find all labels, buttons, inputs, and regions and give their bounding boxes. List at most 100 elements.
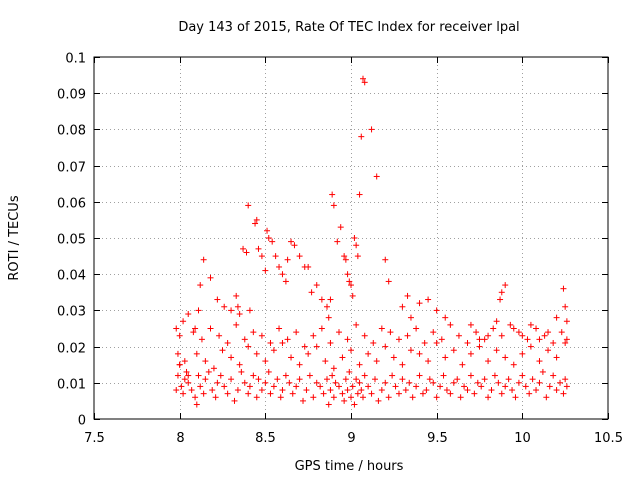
data-point — [407, 314, 414, 321]
data-point — [197, 383, 204, 390]
data-point — [200, 256, 207, 263]
data-point — [324, 376, 331, 383]
data-point — [464, 387, 471, 394]
data-point — [467, 372, 474, 379]
chart-title: Day 143 of 2015, Rate Of TEC Index for r… — [178, 20, 519, 35]
data-point — [413, 383, 420, 390]
data-point — [296, 361, 303, 368]
data-point — [219, 347, 226, 354]
data-point — [392, 383, 399, 390]
data-point — [265, 235, 272, 241]
y-tick-label: 0.02 — [57, 342, 86, 357]
data-point — [269, 238, 276, 245]
data-point — [389, 372, 396, 379]
data-point — [178, 383, 185, 390]
data-point — [358, 133, 365, 140]
data-point — [310, 332, 317, 339]
data-point — [284, 256, 291, 263]
data-point — [426, 376, 433, 383]
data-point — [216, 332, 223, 339]
data-point — [301, 343, 308, 350]
data-points — [173, 75, 570, 408]
data-point — [459, 361, 466, 368]
data-point — [481, 376, 488, 383]
data-point — [442, 314, 449, 321]
data-point — [433, 339, 440, 346]
data-point — [522, 383, 529, 390]
y-tick-label: 0.01 — [57, 378, 86, 393]
data-point — [419, 390, 426, 397]
data-point — [224, 339, 231, 346]
data-point — [493, 347, 500, 354]
data-point — [276, 325, 283, 332]
data-point — [202, 376, 209, 383]
data-point — [181, 376, 188, 383]
data-point — [327, 339, 334, 346]
data-point — [461, 383, 468, 390]
data-point — [313, 343, 320, 350]
data-point — [344, 336, 351, 343]
data-point — [258, 332, 265, 339]
data-point — [193, 350, 200, 357]
data-point — [413, 325, 420, 332]
data-point — [536, 358, 543, 365]
data-point — [336, 383, 343, 390]
data-point — [209, 387, 216, 394]
data-point — [228, 376, 235, 383]
data-point — [365, 350, 372, 357]
data-point — [399, 361, 406, 368]
data-point — [291, 242, 298, 249]
data-point — [507, 321, 514, 328]
data-point — [174, 350, 181, 357]
data-point — [212, 394, 219, 401]
data-point — [313, 282, 320, 289]
data-point — [488, 387, 495, 394]
data-point — [288, 238, 295, 245]
data-point — [361, 79, 368, 86]
data-point — [512, 394, 519, 401]
data-point — [473, 329, 480, 336]
data-point — [560, 390, 567, 397]
data-point — [543, 394, 550, 401]
data-point — [272, 253, 279, 260]
data-point — [529, 376, 536, 383]
data-point — [332, 379, 339, 386]
data-point — [265, 368, 272, 375]
data-point — [447, 390, 454, 397]
data-point — [558, 329, 565, 336]
data-point — [356, 361, 363, 368]
data-point — [409, 394, 416, 401]
data-point — [276, 263, 283, 270]
data-point — [308, 289, 315, 296]
data-point — [553, 354, 560, 361]
data-point — [300, 397, 307, 404]
data-point — [324, 303, 331, 310]
x-tick-label: 9 — [347, 431, 355, 446]
data-point — [399, 376, 406, 383]
data-point — [553, 387, 560, 394]
data-point — [510, 325, 517, 332]
data-point — [241, 379, 248, 386]
data-point — [258, 387, 265, 394]
data-point — [440, 372, 447, 379]
data-point — [306, 372, 313, 379]
data-point — [270, 347, 277, 354]
data-point — [509, 387, 516, 394]
data-point — [425, 358, 432, 365]
data-point — [450, 347, 457, 354]
data-point — [193, 401, 200, 408]
data-point — [258, 253, 265, 260]
data-point — [562, 376, 569, 383]
data-point — [198, 336, 205, 343]
data-point — [197, 282, 204, 289]
data-point — [330, 202, 337, 209]
data-point — [192, 394, 199, 401]
data-point — [515, 379, 522, 386]
data-point — [246, 383, 253, 390]
y-tick-label: 0.09 — [57, 88, 86, 103]
data-point — [253, 216, 260, 223]
data-point — [505, 376, 512, 383]
axis-ticks: 0 0.01 0.02 0.03 0.04 0.05 0.06 0.07 0.08 0.09 0.1… — [57, 52, 623, 447]
data-point — [348, 282, 354, 289]
data-point — [250, 329, 257, 336]
